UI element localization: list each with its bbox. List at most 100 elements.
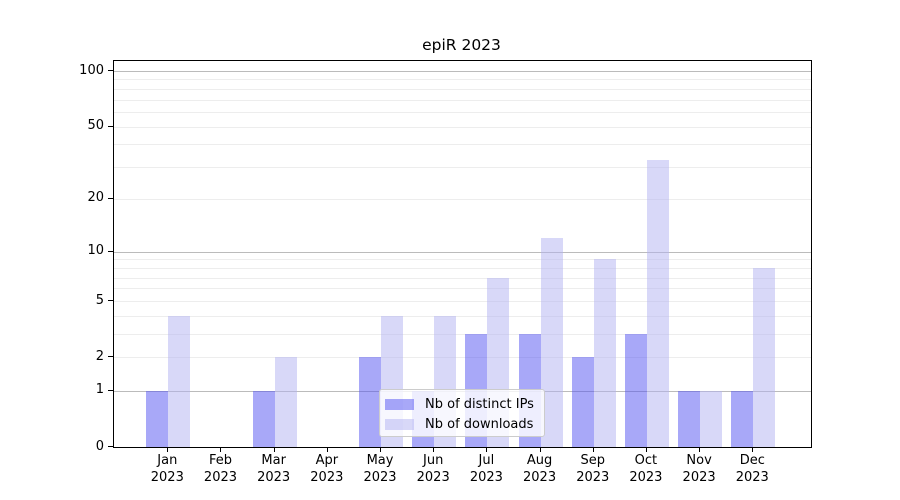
bar-nov-distinct-ips: [678, 390, 701, 447]
x-tick-month: Mar: [261, 453, 286, 468]
x-tick-month: Dec: [739, 453, 765, 468]
x-tick-feb: [220, 447, 222, 452]
gridline-minor-50: [114, 126, 811, 128]
gridline-minor-5: [114, 301, 811, 303]
y-tick-label-100: 100: [79, 62, 104, 78]
gridline-major-10: [114, 251, 811, 253]
x-tick-month: May: [366, 453, 394, 468]
x-tick-year: 2023: [203, 469, 238, 485]
x-tick-year: 2023: [682, 469, 716, 485]
legend-item-distinct-ips: Nb of distinct IPs: [380, 394, 544, 414]
bar-mar-downloads: [274, 357, 297, 447]
x-tick-month: Jun: [423, 453, 444, 468]
x-tick-month: Jul: [478, 453, 495, 468]
x-tick-month: Apr: [315, 453, 339, 468]
x-tick-mar: [273, 447, 275, 452]
gridline-minor-70: [114, 99, 811, 101]
y-tick-label-2: 2: [95, 348, 104, 364]
gridline-minor-9: [114, 259, 811, 261]
y-tick-20: [108, 197, 113, 199]
x-tick-label-jul: Jul 2023: [456, 453, 516, 486]
y-tick-50: [108, 125, 113, 127]
x-tick-label-mar: Mar 2023: [244, 453, 304, 486]
x-tick-sep: [592, 447, 594, 452]
x-tick-label-jun: Jun 2023: [403, 453, 463, 486]
y-tick-label-50: 50: [87, 118, 104, 134]
x-tick-label-oct: Oct 2023: [616, 453, 676, 486]
x-tick-label-nov: Nov 2023: [669, 453, 729, 486]
bar-may-distinct-ips: [359, 357, 382, 447]
gridline-minor-40: [114, 144, 811, 146]
gridline-minor-20: [114, 198, 811, 200]
x-tick-apr: [326, 447, 328, 452]
gridline-minor-30: [114, 167, 811, 169]
x-tick-year: 2023: [310, 469, 344, 485]
x-tick-nov: [699, 447, 701, 452]
x-tick-year: 2023: [576, 469, 610, 485]
x-tick-month: Feb: [208, 453, 232, 468]
bar-mar-distinct-ips: [252, 390, 275, 447]
gridline-minor-80: [114, 88, 811, 90]
x-tick-year: 2023: [257, 469, 291, 485]
bar-oct-downloads: [646, 159, 669, 447]
y-tick-2: [108, 356, 113, 358]
legend-swatch-distinct-ips: [385, 398, 414, 410]
bar-jan-downloads: [168, 315, 191, 447]
x-tick-oct: [645, 447, 647, 452]
x-tick-aug: [539, 447, 541, 452]
x-tick-label-aug: Aug 2023: [510, 453, 570, 486]
bar-sep-distinct-ips: [571, 357, 594, 447]
x-tick-year: 2023: [735, 469, 769, 485]
gridline-major-100: [114, 71, 811, 72]
x-tick-month: Jan: [157, 453, 178, 468]
x-tick-year: 2023: [363, 469, 397, 485]
legend: Nb of distinct IPs Nb of downloads: [379, 389, 545, 437]
gridline-minor-4: [114, 315, 811, 317]
x-tick-month: Oct: [634, 453, 658, 468]
x-tick-month: Nov: [686, 453, 712, 468]
bar-dec-distinct-ips: [731, 390, 754, 447]
y-tick-label-0: 0: [95, 438, 104, 454]
x-tick-label-apr: Apr 2023: [297, 453, 357, 486]
chart-title: epiR 2023: [422, 36, 501, 54]
x-tick-month: Sep: [580, 453, 605, 468]
legend-swatch-downloads: [385, 418, 414, 430]
x-tick-year: 2023: [523, 469, 557, 485]
x-tick-label-jan: Jan 2023: [137, 453, 197, 486]
x-tick-label-sep: Sep 2023: [563, 453, 623, 486]
gridline-minor-2: [114, 357, 811, 359]
plot-area: [113, 60, 812, 448]
legend-item-downloads: Nb of downloads: [380, 414, 544, 434]
gridline-minor-60: [114, 112, 811, 114]
x-tick-year: 2023: [416, 469, 450, 485]
gridline-minor-90: [114, 79, 811, 81]
y-tick-5: [108, 300, 113, 302]
y-tick-label-20: 20: [87, 190, 104, 206]
x-tick-dec: [752, 447, 754, 452]
gridline-minor-8: [114, 267, 811, 269]
legend-label-distinct-ips: Nb of distinct IPs: [425, 396, 534, 412]
x-tick-label-may: May 2023: [350, 453, 410, 486]
bar-oct-distinct-ips: [624, 334, 647, 447]
x-tick-jul: [486, 447, 488, 452]
x-tick-year: 2023: [150, 469, 184, 485]
y-tick-label-10: 10: [87, 243, 104, 259]
x-tick-may: [380, 447, 382, 452]
gridline-minor-3: [114, 334, 811, 336]
x-tick-jun: [433, 447, 435, 452]
y-tick-label-1: 1: [95, 382, 104, 398]
gridline-minor-7: [114, 277, 811, 279]
x-tick-label-feb: Feb 2023: [190, 453, 250, 486]
x-tick-year: 2023: [469, 469, 503, 485]
bar-aug-downloads: [540, 238, 563, 447]
legend-label-downloads: Nb of downloads: [425, 416, 534, 432]
bar-dec-downloads: [753, 267, 776, 447]
y-tick-1: [108, 389, 113, 391]
x-tick-year: 2023: [629, 469, 663, 485]
gridline-minor-6: [114, 288, 811, 290]
bar-nov-downloads: [700, 390, 723, 447]
y-tick-label-5: 5: [95, 292, 104, 308]
x-tick-month: Aug: [526, 453, 553, 468]
y-tick-100: [108, 70, 113, 71]
